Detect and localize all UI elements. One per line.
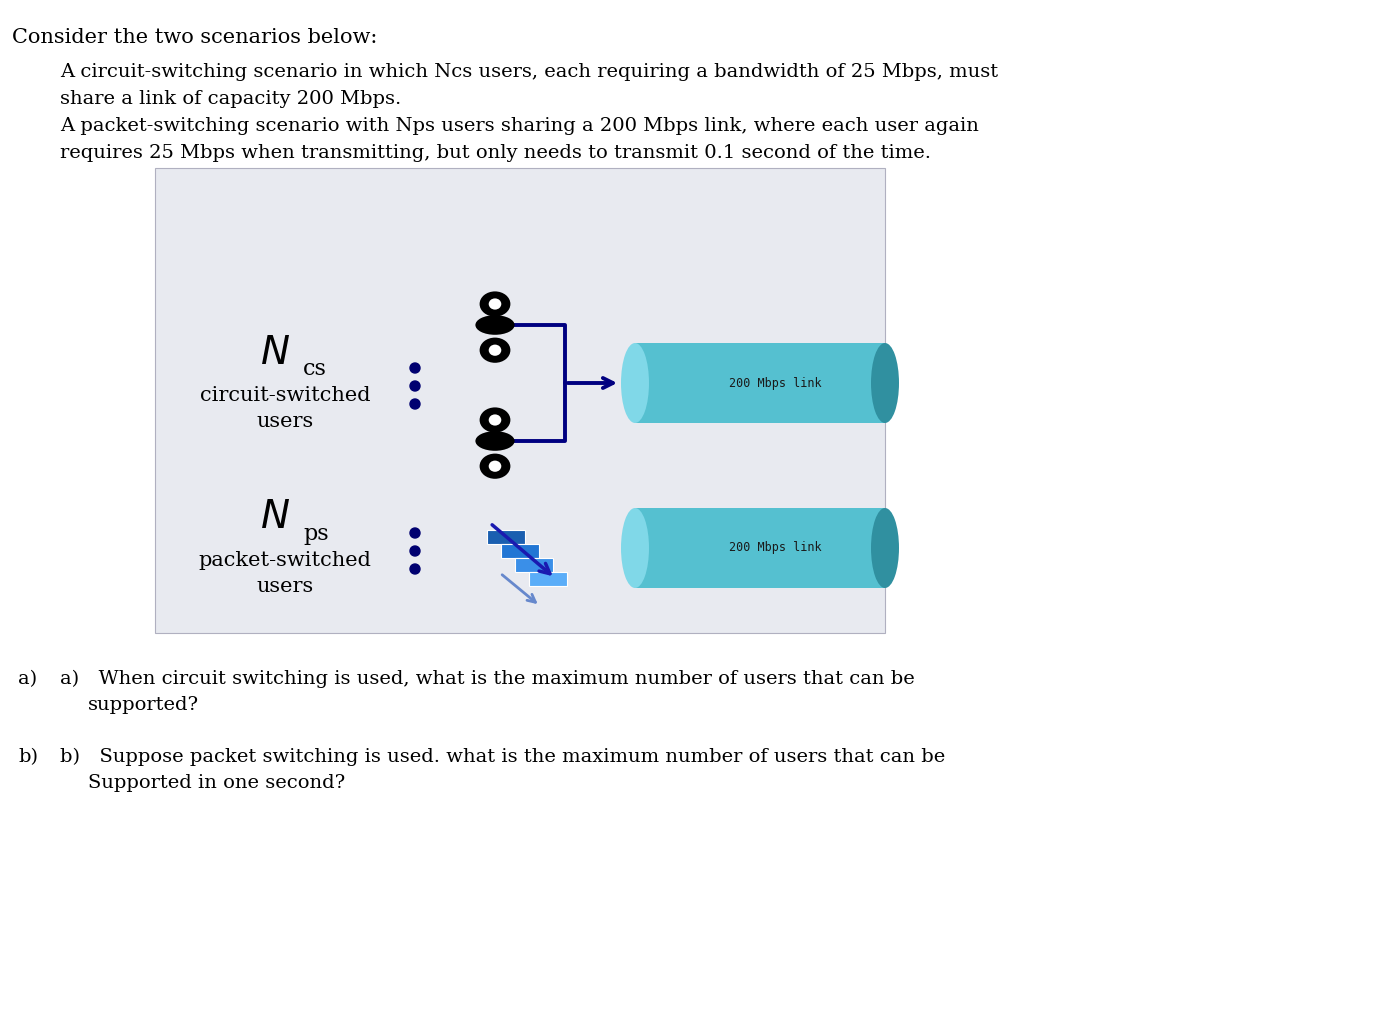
Text: share a link of capacity 200 Mbps.: share a link of capacity 200 Mbps. xyxy=(60,90,401,108)
Ellipse shape xyxy=(621,343,649,423)
Ellipse shape xyxy=(480,454,511,478)
Text: Supported in one second?: Supported in one second? xyxy=(88,774,345,792)
Circle shape xyxy=(410,363,420,373)
Circle shape xyxy=(410,381,420,391)
Text: A packet-switching scenario with Nps users sharing a 200 Mbps link, where each u: A packet-switching scenario with Nps use… xyxy=(60,117,979,135)
Circle shape xyxy=(410,546,420,556)
Circle shape xyxy=(410,564,420,574)
Text: a) When circuit switching is used, what is the maximum number of users that can : a) When circuit switching is used, what … xyxy=(60,670,914,688)
Text: Consider the two scenarios below:: Consider the two scenarios below: xyxy=(13,29,377,47)
Ellipse shape xyxy=(871,343,899,423)
Text: b) Suppose packet switching is used. what is the maximum number of users that ca: b) Suppose packet switching is used. wha… xyxy=(60,748,945,767)
Text: packet-switched: packet-switched xyxy=(198,551,371,569)
Text: $\it{N}$: $\it{N}$ xyxy=(260,500,290,536)
Polygon shape xyxy=(529,572,567,586)
Text: a): a) xyxy=(18,670,38,688)
Polygon shape xyxy=(515,558,553,572)
Text: supported?: supported? xyxy=(88,696,200,714)
Text: users: users xyxy=(257,576,314,596)
Ellipse shape xyxy=(489,298,501,309)
Polygon shape xyxy=(501,544,539,558)
Polygon shape xyxy=(487,530,525,544)
Ellipse shape xyxy=(871,508,899,588)
Text: requires 25 Mbps when transmitting, but only needs to transmit 0.1 second of the: requires 25 Mbps when transmitting, but … xyxy=(60,144,931,162)
Ellipse shape xyxy=(480,407,511,433)
Ellipse shape xyxy=(489,345,501,356)
Ellipse shape xyxy=(476,432,515,451)
Ellipse shape xyxy=(489,414,501,426)
Ellipse shape xyxy=(489,460,501,471)
Ellipse shape xyxy=(621,508,649,588)
Circle shape xyxy=(410,399,420,409)
Text: ps: ps xyxy=(303,523,328,545)
Text: 200 Mbps link: 200 Mbps link xyxy=(729,542,821,555)
Text: A circuit-switching scenario in which Ncs users, each requiring a bandwidth of 2: A circuit-switching scenario in which Nc… xyxy=(60,63,998,81)
FancyBboxPatch shape xyxy=(635,508,885,588)
FancyBboxPatch shape xyxy=(635,343,885,423)
Ellipse shape xyxy=(480,291,511,317)
Text: $\it{N}$: $\it{N}$ xyxy=(260,335,290,372)
Text: circuit-switched: circuit-switched xyxy=(200,386,370,404)
FancyBboxPatch shape xyxy=(155,168,885,633)
Text: 200 Mbps link: 200 Mbps link xyxy=(729,377,821,390)
Text: cs: cs xyxy=(303,358,327,380)
Ellipse shape xyxy=(476,316,515,335)
Text: users: users xyxy=(257,411,314,431)
Ellipse shape xyxy=(480,338,511,362)
Circle shape xyxy=(410,528,420,538)
Text: b): b) xyxy=(18,748,38,766)
